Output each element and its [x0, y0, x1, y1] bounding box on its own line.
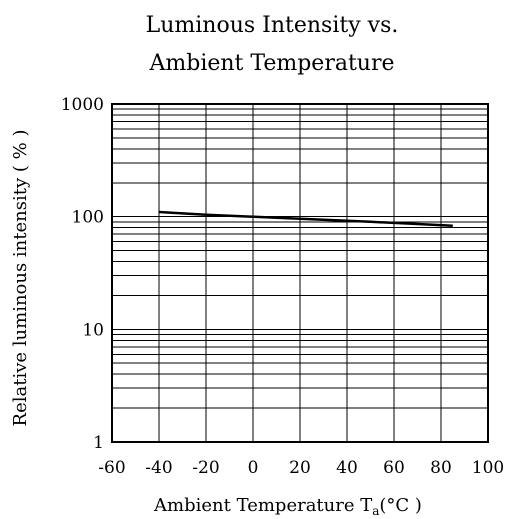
y-tick-label: 1000	[61, 95, 104, 115]
x-tick-label: -40	[145, 458, 172, 478]
x-tick-label: 60	[383, 458, 405, 478]
x-tick-label: -60	[98, 458, 125, 478]
x-axis-label-unit: (°C )	[379, 495, 422, 516]
x-tick-label: 100	[472, 458, 504, 478]
series-line	[158, 210, 453, 228]
x-tick-label: -20	[192, 458, 219, 478]
grid-lines	[111, 104, 489, 443]
y-tick-label: 10	[82, 320, 104, 340]
x-tick-label: 0	[248, 458, 259, 478]
data-series	[158, 210, 453, 228]
x-axis-label-text: Ambient Temperature T	[153, 495, 372, 516]
plot-frame	[111, 103, 489, 443]
x-tick-label: 20	[289, 458, 311, 478]
x-axis-label: Ambient Temperature Ta(°C )	[153, 495, 422, 518]
chart-title-line-2: Ambient Temperature	[148, 51, 394, 76]
x-tick-labels: -60 -40 -20 0 20 40 60 80 100	[98, 458, 504, 478]
y-axis-label: Relative luminous intensity ( % )	[10, 130, 31, 427]
x-axis-label-subscript: a	[372, 504, 379, 518]
chart-title-line-1: Luminous Intensity vs.	[146, 13, 399, 38]
y-tick-labels: 1 10 100 1000	[61, 95, 104, 453]
y-tick-label: 1	[93, 433, 104, 453]
x-tick-label: 40	[336, 458, 358, 478]
y-tick-label: 100	[72, 208, 104, 228]
x-tick-label: 80	[430, 458, 452, 478]
